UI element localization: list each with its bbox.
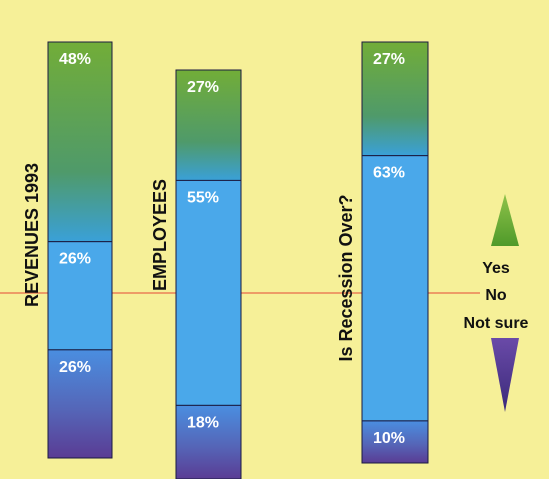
category-label-1: EMPLOYEES: [150, 179, 170, 291]
legend-entry-no: No: [485, 287, 507, 304]
data-label-no-1: 55%: [187, 189, 219, 206]
legend-entry-yes: Yes: [482, 260, 510, 277]
data-label-no-2: 63%: [373, 165, 405, 182]
bar-segment-not-sure-2: [361, 420, 429, 464]
category-label-0: REVENUES 1993: [22, 163, 42, 307]
data-label-yes-0: 48%: [59, 51, 91, 68]
bar-segment-not-sure-1: [175, 404, 242, 479]
bar-segment-no-1: [175, 179, 242, 406]
data-label-not-sure-2: 10%: [373, 430, 405, 447]
data-label-yes-2: 27%: [373, 51, 405, 68]
data-label-not-sure-0: 26%: [59, 359, 91, 376]
data-label-not-sure-1: 18%: [187, 414, 219, 431]
bars-group: 48% 26% 26% 27% 55% 18% 27% 63% 10%: [47, 41, 429, 479]
bar-segment-not-sure-0: [47, 349, 113, 459]
legend-entry-not-sure: Not sure: [464, 315, 529, 332]
legend-arrow-up-icon: [491, 194, 519, 246]
category-labels: REVENUES 1993 EMPLOYEES Is Recession Over?: [22, 163, 356, 362]
legend: Yes No Not sure: [464, 194, 529, 412]
data-label-no-0: 26%: [59, 251, 91, 268]
bar-segment-yes-0: [47, 41, 113, 243]
legend-arrow-down-icon: [491, 338, 519, 412]
bar-segment-no-2: [361, 155, 429, 422]
data-label-yes-1: 27%: [187, 79, 219, 96]
bar-segment-yes-2: [361, 41, 429, 157]
category-label-2: Is Recession Over?: [336, 194, 356, 361]
